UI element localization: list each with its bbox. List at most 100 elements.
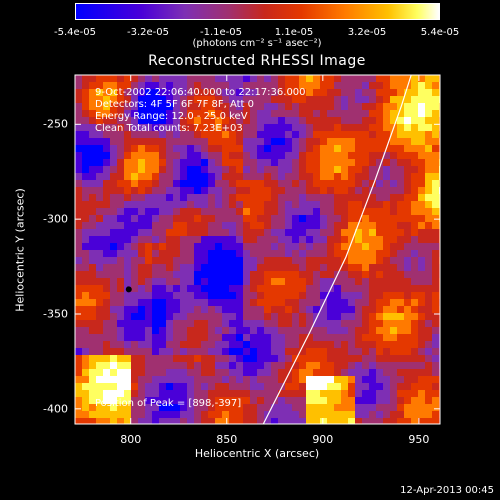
heatmap-cell: [285, 320, 292, 327]
heatmap-cell: [327, 131, 334, 138]
heatmap-cell: [243, 411, 250, 418]
heatmap-cell: [432, 75, 439, 82]
heatmap-cell: [292, 159, 299, 166]
heatmap-cell: [152, 243, 159, 250]
heatmap-cell: [390, 131, 397, 138]
heatmap-cell: [313, 82, 320, 89]
heatmap-cell: [187, 341, 194, 348]
heatmap-cell: [278, 131, 285, 138]
heatmap-cell: [145, 271, 152, 278]
heatmap-cell: [306, 222, 313, 229]
heatmap-cell: [425, 124, 432, 131]
heatmap-cell: [208, 194, 215, 201]
heatmap-cell: [96, 369, 103, 376]
heatmap-cell: [145, 222, 152, 229]
heatmap-cell: [215, 418, 222, 424]
heatmap-cell: [278, 229, 285, 236]
heatmap-cell: [236, 201, 243, 208]
heatmap-cell: [138, 362, 145, 369]
heatmap-cell: [313, 418, 320, 424]
heatmap-cell: [257, 327, 264, 334]
heatmap-cell: [404, 264, 411, 271]
heatmap-cell: [327, 411, 334, 418]
heatmap-cell: [131, 103, 138, 110]
heatmap-cell: [313, 75, 320, 82]
heatmap-cell: [96, 313, 103, 320]
heatmap-cell: [215, 159, 222, 166]
heatmap-cell: [166, 201, 173, 208]
heatmap-cell: [285, 369, 292, 376]
heatmap-cell: [271, 229, 278, 236]
heatmap-cell: [411, 243, 418, 250]
heatmap-cell: [397, 124, 404, 131]
heatmap-cell: [376, 285, 383, 292]
heatmap-cell: [166, 306, 173, 313]
heatmap-cell: [159, 208, 166, 215]
heatmap-cell: [75, 103, 82, 110]
heatmap-cell: [215, 320, 222, 327]
heatmap-cell: [299, 82, 306, 89]
heatmap-cell: [376, 236, 383, 243]
heatmap-cell: [285, 208, 292, 215]
heatmap-cell: [285, 348, 292, 355]
heatmap-cell: [285, 96, 292, 103]
heatmap-cell: [89, 215, 96, 222]
heatmap-cell: [341, 313, 348, 320]
heatmap-cell: [362, 180, 369, 187]
heatmap-cell: [166, 243, 173, 250]
x-tick-label: 800: [120, 433, 142, 446]
heatmap-cell: [131, 327, 138, 334]
heatmap-cell: [264, 278, 271, 285]
heatmap-cell: [327, 376, 334, 383]
heatmap-cell: [229, 285, 236, 292]
heatmap-cell: [383, 110, 390, 117]
heatmap-cell: [250, 201, 257, 208]
heatmap-cell: [96, 215, 103, 222]
heatmap-cell: [292, 362, 299, 369]
heatmap-cell: [383, 285, 390, 292]
heatmap-cell: [138, 369, 145, 376]
heatmap-cell: [404, 236, 411, 243]
heatmap-cell: [306, 75, 313, 82]
heatmap-cell: [96, 383, 103, 390]
heatmap-cell: [278, 138, 285, 145]
heatmap-cell: [89, 369, 96, 376]
heatmap-cell: [89, 145, 96, 152]
heatmap-cell: [82, 299, 89, 306]
heatmap-cell: [96, 201, 103, 208]
heatmap-cell: [159, 222, 166, 229]
heatmap-cell: [397, 320, 404, 327]
heatmap-cell: [96, 355, 103, 362]
heatmap-cell: [243, 82, 250, 89]
heatmap-cell: [432, 110, 439, 117]
heatmap-cell: [411, 124, 418, 131]
heatmap-cell: [334, 124, 341, 131]
heatmap-cell: [271, 145, 278, 152]
heatmap-cell: [390, 257, 397, 264]
heatmap-cell: [131, 166, 138, 173]
heatmap-cell: [82, 334, 89, 341]
heatmap-cell: [404, 229, 411, 236]
heatmap-cell: [348, 306, 355, 313]
heatmap-cell: [278, 250, 285, 257]
heatmap-cell: [173, 103, 180, 110]
heatmap-cell: [250, 264, 257, 271]
heatmap-cell: [215, 138, 222, 145]
heatmap-cell: [362, 229, 369, 236]
heatmap-cell: [110, 362, 117, 369]
heatmap-cell: [355, 404, 362, 411]
heatmap-cell: [117, 152, 124, 159]
heatmap-cell: [369, 264, 376, 271]
heatmap-cell: [271, 194, 278, 201]
heatmap-cell: [229, 278, 236, 285]
heatmap-cell: [320, 418, 327, 424]
heatmap-cell: [257, 117, 264, 124]
heatmap-cell: [166, 404, 173, 411]
heatmap-cell: [236, 243, 243, 250]
heatmap-cell: [194, 180, 201, 187]
heatmap-cell: [264, 250, 271, 257]
heatmap-cell: [117, 313, 124, 320]
heatmap-cell: [131, 201, 138, 208]
heatmap-cell: [348, 201, 355, 208]
heatmap-cell: [397, 362, 404, 369]
